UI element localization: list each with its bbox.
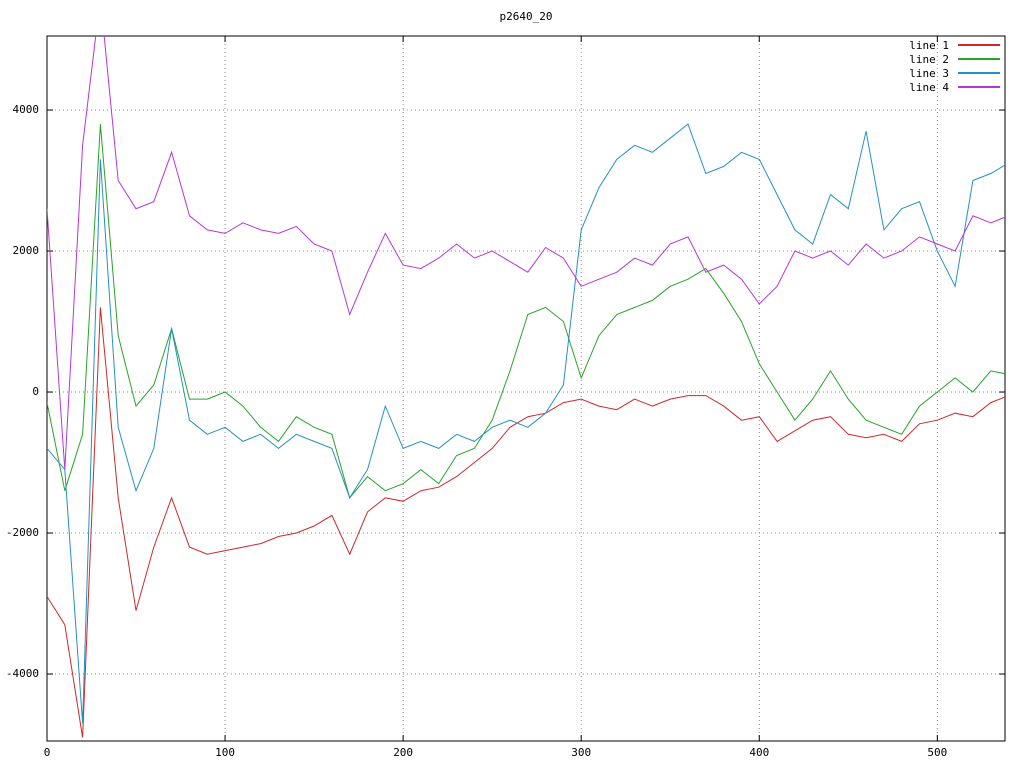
x-tick-label: 500 bbox=[927, 746, 948, 759]
legend-item: line 3 bbox=[909, 66, 1000, 80]
series-line-1 bbox=[47, 307, 1005, 738]
x-tick-label: 200 bbox=[393, 746, 414, 759]
legend-item: line 4 bbox=[909, 80, 1000, 94]
y-tick-label: -2000 bbox=[5, 526, 39, 540]
legend-item: line 1 bbox=[909, 38, 1000, 52]
legend-label: line 4 bbox=[909, 80, 949, 94]
x-tick-label: 100 bbox=[215, 746, 235, 759]
x-tick-label: 300 bbox=[571, 746, 592, 759]
y-tick-label: 0 bbox=[32, 385, 39, 399]
legend-item: line 2 bbox=[909, 52, 1000, 66]
legend-line-sample bbox=[958, 44, 1000, 46]
plot-border bbox=[46, 35, 1006, 742]
x-tick-label: 0 bbox=[43, 746, 51, 759]
legend-line-sample bbox=[958, 58, 1000, 60]
series-line-2 bbox=[47, 124, 1005, 499]
legend-label: line 2 bbox=[909, 52, 949, 66]
series-line-3 bbox=[47, 123, 1005, 724]
legend-line-sample bbox=[958, 72, 1000, 74]
y-tick-label: 2000 bbox=[12, 244, 40, 258]
legend-label: line 3 bbox=[909, 66, 949, 80]
chart-title: p2640_20 bbox=[499, 10, 553, 23]
y-tick-label: -4000 bbox=[5, 667, 39, 681]
series-line-4 bbox=[47, 36, 1005, 470]
legend-label: line 1 bbox=[909, 38, 949, 52]
y-tick-label: 4000 bbox=[12, 103, 40, 117]
legend: line 1 line 2 line 3 line 4 bbox=[909, 38, 1000, 94]
legend-line-sample bbox=[958, 86, 1000, 88]
x-tick-label: 400 bbox=[749, 746, 770, 759]
